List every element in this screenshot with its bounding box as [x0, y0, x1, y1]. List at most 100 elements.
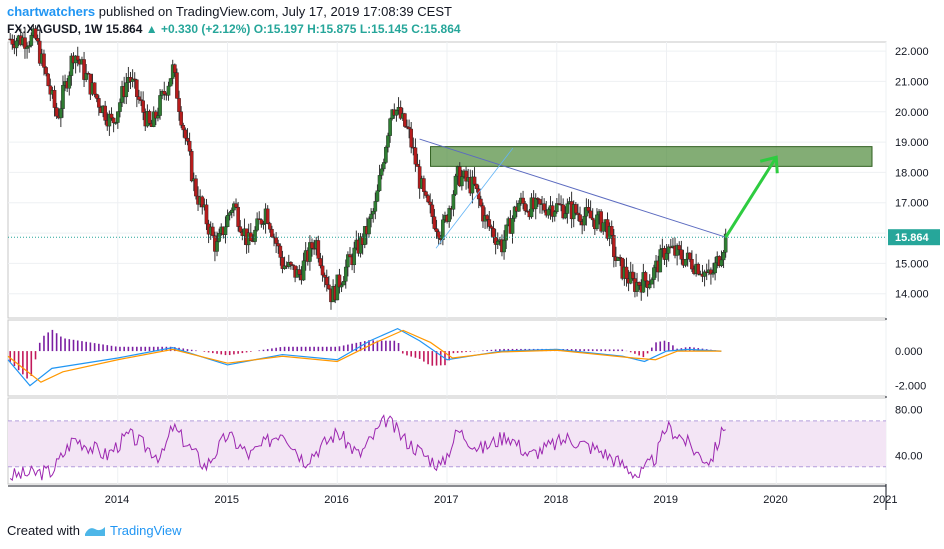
candle: [54, 107, 59, 117]
candle: [238, 226, 243, 233]
macd-tick-label: 0.000: [895, 346, 923, 358]
candle: [116, 111, 120, 123]
candle: [259, 219, 264, 225]
time-tick-label: 2021: [873, 494, 897, 506]
candle: [647, 283, 652, 289]
candle: [166, 85, 171, 96]
candle: [533, 198, 538, 210]
candle: [679, 249, 684, 260]
candle: [495, 240, 500, 245]
candle: [403, 113, 407, 127]
candle: [324, 277, 329, 286]
candle: [502, 239, 506, 253]
candle: [343, 266, 348, 282]
candle: [301, 260, 306, 281]
rsi-band: [8, 420, 886, 467]
candle: [274, 237, 278, 244]
candle: [457, 166, 462, 187]
candle: [187, 140, 192, 152]
candle: [609, 226, 614, 236]
candle: [84, 73, 88, 80]
candle: [367, 218, 371, 235]
time-tick-label: 2018: [544, 494, 568, 506]
candle: [318, 258, 323, 267]
candle: [158, 95, 162, 116]
candle: [563, 213, 568, 219]
price-tick-label: 19.000: [895, 137, 929, 149]
price-tick-label: 22.000: [895, 46, 929, 58]
candle: [339, 284, 344, 288]
price-tick-label: 21.000: [895, 76, 929, 88]
current-price-label: 15.864: [895, 232, 930, 244]
candle: [434, 228, 439, 232]
candle: [538, 199, 542, 205]
candle: [521, 197, 525, 204]
candle: [650, 279, 654, 285]
candle: [546, 209, 551, 216]
candle: [491, 228, 496, 238]
time-tick-label: 2019: [654, 494, 678, 506]
candle: [658, 249, 663, 273]
time-tick-label: 2020: [763, 494, 787, 506]
candle: [485, 215, 489, 220]
tradingview-brand[interactable]: TradingView: [109, 523, 182, 538]
candle: [168, 78, 173, 87]
candle: [132, 78, 137, 81]
candle: [147, 111, 152, 124]
candle: [137, 96, 141, 100]
candle: [154, 111, 158, 119]
price-tick-label: 14.000: [895, 289, 929, 301]
candle: [586, 207, 591, 212]
candle: [578, 214, 582, 222]
candle: [346, 254, 350, 268]
candle: [618, 256, 622, 259]
candle: [424, 191, 428, 196]
candle: [185, 137, 190, 142]
candle: [415, 163, 420, 167]
candle: [584, 207, 589, 217]
signal-line: [7, 329, 722, 383]
candle: [574, 204, 578, 214]
candle: [362, 226, 367, 245]
candle: [162, 91, 167, 95]
candle: [675, 245, 679, 256]
candle: [388, 118, 392, 136]
time-tick-label: 2016: [324, 494, 348, 506]
rising-trendline: [435, 147, 514, 249]
open-value: O:15.197: [253, 22, 304, 36]
candle: [624, 266, 629, 279]
candle: [352, 247, 357, 266]
last-price: 15.864: [105, 22, 143, 36]
candle: [430, 204, 435, 217]
candle: [552, 211, 557, 217]
candle: [696, 263, 701, 275]
candle: [48, 85, 53, 95]
close-value: C:15.864: [411, 22, 461, 36]
candle: [200, 196, 205, 208]
author-name[interactable]: chartwatchers: [7, 4, 96, 19]
candle: [46, 73, 50, 87]
candle: [683, 258, 688, 266]
candle: [713, 262, 717, 274]
candle: [422, 178, 426, 192]
candle: [255, 218, 259, 231]
rsi-line: [9, 414, 726, 481]
candle: [536, 198, 540, 200]
candle: [723, 233, 728, 253]
forecast-arrow: [724, 156, 778, 239]
candle: [253, 229, 257, 242]
candle: [472, 176, 477, 185]
candle: [124, 82, 129, 98]
candle: [69, 55, 74, 76]
candle: [175, 72, 179, 99]
candle: [373, 201, 378, 212]
candle: [565, 203, 570, 214]
candle: [270, 229, 274, 238]
rsi-tick-label: 80.00: [895, 404, 923, 416]
candle: [407, 126, 411, 130]
price-change: +0.330 (+2.12%): [160, 22, 251, 36]
candle: [37, 40, 42, 64]
footer: Created with TradingView: [7, 523, 182, 538]
candle: [33, 28, 38, 39]
